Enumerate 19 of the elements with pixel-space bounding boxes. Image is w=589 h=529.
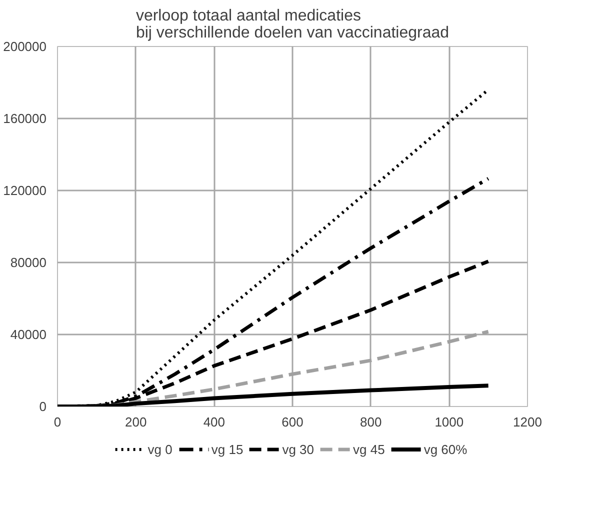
chart-title: verloop totaal aantal medicaties bij verschillende doelen van vaccinatiegraad — [136, 8, 450, 42]
y-tick-label: 40000 — [10, 327, 47, 342]
legend-label: vg 60% — [424, 442, 468, 456]
legend-label: vg 15 — [211, 442, 244, 456]
y-tick-label: 0 — [39, 399, 47, 414]
legend-label: vg 45 — [353, 442, 385, 456]
x-tick-label: 400 — [203, 414, 226, 430]
x-tick-label: 600 — [282, 414, 304, 430]
legend-label: vg 0 — [148, 442, 172, 456]
y-tick-label: 160000 — [3, 111, 47, 126]
x-tick-label: 800 — [360, 414, 382, 430]
x-tick-label: 200 — [124, 414, 147, 430]
y-tick-label: 120000 — [3, 183, 47, 198]
y-tick-label: 200000 — [3, 39, 47, 54]
x-tick-label: 1000 — [434, 414, 464, 430]
legend-label: vg 30 — [282, 442, 314, 456]
y-tick-label: 80000 — [10, 255, 47, 270]
x-tick-label: 0 — [54, 414, 62, 430]
x-tick-label: 1200 — [513, 414, 542, 430]
